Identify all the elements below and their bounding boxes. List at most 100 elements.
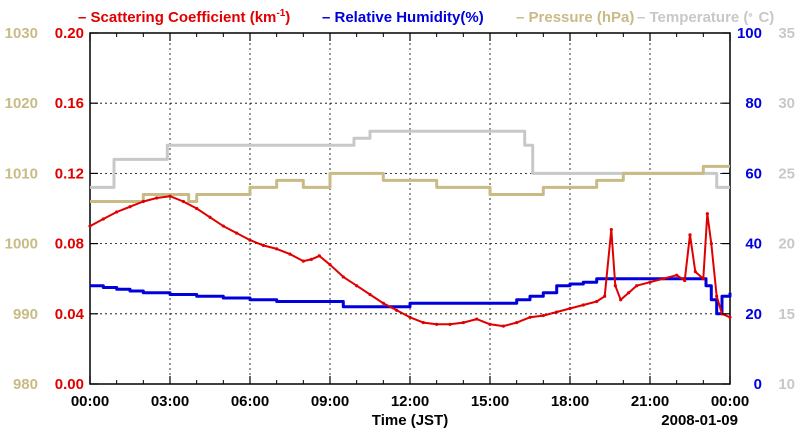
scattering-point (501, 324, 505, 328)
scattering-point (728, 315, 732, 319)
legend-scattering: – Scattering Coefficient (km-1) (78, 8, 290, 26)
scattering-point (603, 294, 607, 298)
scattering-point (408, 315, 412, 319)
x-tick-label: 18:00 (551, 393, 589, 410)
x-tick-label: 12:00 (391, 393, 429, 410)
scattering-point (317, 254, 321, 258)
humidity-tick-label: 0 (754, 376, 762, 393)
scattering-tick-label: 0.12 (55, 165, 84, 182)
series-pressure (90, 164, 730, 203)
temperature-tick-label: 15 (778, 306, 795, 323)
scattering-point (609, 227, 613, 232)
pressure-tick-label: 1020 (5, 95, 38, 112)
scattering-point (705, 212, 709, 216)
pressure-tick-label: 980 (13, 376, 38, 393)
legend: – Scattering Coefficient (km-1) – Relati… (78, 8, 774, 26)
scattering-point (709, 242, 713, 246)
scattering-point (328, 263, 332, 267)
scattering-point (261, 243, 265, 247)
scattering-point (541, 313, 545, 318)
scattering-tick-label: 0.20 (55, 25, 84, 42)
x-tick-label: 06:00 (231, 393, 269, 410)
scattering-point (355, 284, 359, 288)
x-tick-label: 03:00 (151, 393, 189, 410)
grid (90, 33, 730, 384)
scattering-point (515, 320, 519, 325)
scattering-point (221, 224, 225, 228)
humidity-tick-label: 60 (745, 165, 762, 182)
series-scattering-coefficient (89, 195, 731, 328)
scattering-point (88, 224, 92, 228)
x-tick-label: 15:00 (471, 393, 509, 410)
scattering-point (627, 291, 631, 295)
x-tick-label: 00:00 (711, 393, 749, 410)
scattering-point (461, 320, 465, 325)
x-axis-label: Time (JST) (372, 412, 448, 429)
scattering-point (581, 303, 585, 307)
x-tick-label: 21:00 (631, 393, 669, 410)
scattering-point (341, 275, 345, 279)
scattering-point (619, 298, 623, 302)
humidity-tick-label: 100 (737, 25, 762, 42)
scattering-point (141, 199, 145, 204)
scattering-tick-label: 0.16 (55, 95, 84, 112)
x-tick-label: 09:00 (311, 393, 349, 410)
x-tick-label: 00:00 (71, 393, 109, 410)
scattering-tick-label: 0.04 (55, 306, 85, 323)
scattering-point (693, 270, 697, 274)
scattering-point (555, 310, 559, 314)
scattering-point (275, 247, 279, 251)
scattering-point (675, 273, 679, 277)
date-label: 2008-01-09 (661, 412, 738, 429)
humidity-tick-label: 40 (745, 236, 762, 253)
scattering-point (195, 206, 199, 211)
pressure-tick-label: 1010 (5, 165, 38, 182)
axes-layer: 00:00 03:00 06:00 09:00 12:00 15:00 18:00 21:00… (5, 25, 795, 410)
temperature-tick-label: 25 (778, 165, 795, 182)
scattering-point (688, 233, 692, 237)
scattering-point (661, 277, 665, 281)
scattering-point (168, 194, 172, 198)
scattering-point (309, 257, 313, 261)
scattering-point (208, 215, 212, 219)
humidity-tick-label: 20 (745, 306, 762, 323)
legend-pressure: – Pressure (hPa) (516, 9, 634, 26)
scattering-point (181, 199, 185, 204)
scattering-point (235, 231, 239, 235)
scattering-tick-label: 0.08 (55, 236, 84, 253)
scattering-point (715, 294, 719, 298)
scattering-point (395, 308, 399, 312)
scattering-point (701, 277, 705, 281)
scattering-point (635, 284, 639, 288)
series-temperature (90, 129, 730, 189)
scattering-point (155, 196, 159, 200)
pressure-tick-label: 990 (13, 306, 38, 323)
scattering-point (288, 252, 292, 256)
scattering-point (115, 210, 119, 214)
scattering-point (421, 320, 425, 325)
scattering-point (101, 217, 105, 221)
scattering-point (528, 315, 532, 319)
scattering-point (488, 322, 492, 326)
scattering-point (128, 205, 132, 209)
temperature-tick-label: 35 (778, 25, 795, 42)
temperature-tick-label: 20 (778, 236, 795, 253)
scattering-point (435, 322, 439, 326)
series-layer (88, 129, 732, 328)
legend-humidity: – Relative Humidity(%) (322, 9, 484, 26)
temperature-tick-label: 10 (778, 376, 795, 393)
humidity-tick-label: 80 (745, 95, 762, 112)
scattering-tick-label: 0.00 (55, 376, 84, 393)
scattering-point (448, 322, 452, 326)
scattering-point (301, 259, 305, 263)
scattering-point (248, 238, 252, 242)
scattering-point (381, 301, 385, 305)
scattering-point (595, 299, 599, 304)
temperature-tick-label: 30 (778, 95, 795, 112)
scattering-point (613, 284, 617, 288)
scattering-point (475, 317, 479, 321)
legend-temperature: – Temperature (。C) (637, 8, 774, 26)
pressure-tick-label: 1030 (5, 25, 38, 42)
pressure-tick-label: 1000 (5, 236, 38, 253)
